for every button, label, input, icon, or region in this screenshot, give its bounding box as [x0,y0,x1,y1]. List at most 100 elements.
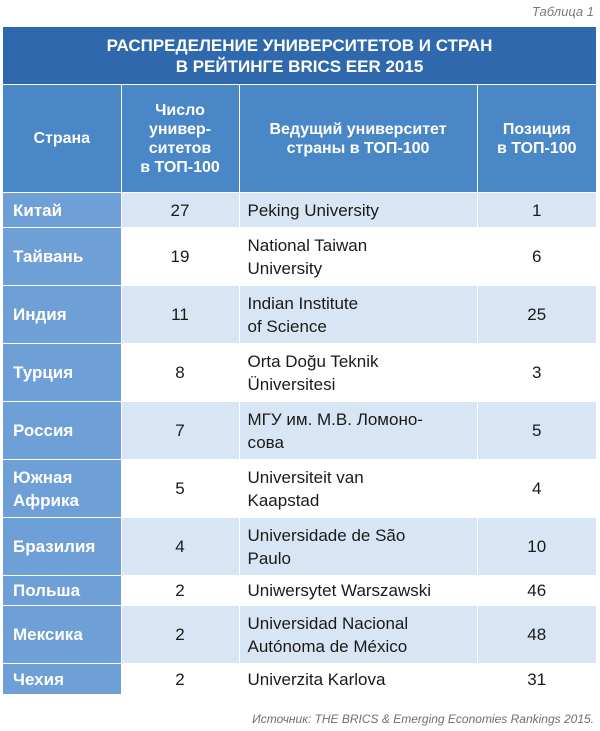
table-row: Тайвань 19 National Taiwan University 6 [3,227,596,286]
table-row: Индия 11 Indian Institute of Science 25 [3,285,596,344]
country-cell: Турция [3,343,122,402]
cell-line: Orta Doğu Teknik [247,351,379,371]
leading-university-cell: Indian Institute of Science [239,285,478,344]
position-cell: 6 [477,227,596,286]
country-cell: Бразилия [3,517,122,576]
country-cell: Чехия [3,663,122,695]
cell-line: Peking University [247,200,379,220]
leading-university-cell: Orta Doğu Teknik Üniversitesi [238,343,478,402]
cell-line: University [247,258,323,278]
table-row: Южная Африка 5 Universiteit van Kaapstad 4 [3,459,596,518]
cell-line: Мексика [13,625,83,644]
cell-line: Üniversitesi [247,374,336,394]
country-cell: Польша [3,575,122,606]
cell-line: Univerzita Karlova [247,669,386,689]
cell-line: Universidade de São [247,525,406,545]
cell-line: МГУ им. М.В. Ломоно- [247,409,423,429]
header-row: Страна Число универ- ситетов в ТОП-100 В… [3,85,596,193]
leading-university-cell: Universidade de São Paulo [239,517,478,576]
header-line: универ- [148,120,212,138]
header-count: Число универ- ситетов в ТОП-100 [121,85,240,193]
table-row: Китай 27 Peking University 1 [3,192,596,228]
position-cell: 1 [477,192,596,228]
university-count-cell: 19 [121,227,240,286]
country-cell: Тайвань [3,227,122,286]
source-note: Источник: THE BRICS & Emerging Economies… [252,712,594,726]
cell-line: Польша [13,581,81,600]
header-country-label: Страна [33,130,91,147]
country-cell: Мексика [3,605,122,664]
table-caption-label: Таблица 1 [531,4,594,19]
table-body: Китай 27 Peking University 1 Тайвань 19 Nation… [3,192,596,695]
header-line: ситетов [148,139,212,157]
cell-line: Uniwersytet Warszawski [247,581,432,600]
leading-university-cell: Universidad Nacional Autónoma de México [239,605,478,664]
cell-line: Африка [13,490,79,510]
cell-line: Турция [13,363,74,382]
header-line: в ТОП-100 [140,158,220,176]
table-title-line: В РЕЙТИНГЕ BRICS EER 2015 [175,57,424,76]
leading-university-cell: Univerzita Karlova [238,663,478,695]
cell-line: Индия [13,305,67,324]
cell-line: Indian Institute [247,293,359,313]
cell-line: Universidad Nacional [247,613,409,633]
cell-line: сова [247,432,284,452]
country-cell: Южная Африка [3,459,122,518]
table-row: Бразилия 4 Universidade de São Paulo 10 [3,517,596,576]
position-cell: 31 [477,663,596,695]
university-count-cell: 2 [121,663,240,695]
cell-line: Autónoma de México [247,636,408,656]
header-line: Позиция [502,120,571,138]
position-cell: 5 [477,401,596,460]
header-line: страны в ТОП-100 [286,139,430,157]
cell-line: Kaapstad [247,490,320,510]
ranking-table: РАСПРЕДЕЛЕНИЕ УНИВЕРСИТЕТОВ И СТРАН В РЕ… [3,27,596,695]
university-count-cell: 4 [121,517,240,576]
leading-university-cell: МГУ им. М.В. Ломоно-сова [239,401,478,460]
cell-line: of Science [247,316,327,336]
leading-university-cell: Uniwersytet Warszawski [238,575,478,606]
position-cell: 4 [477,459,596,518]
table-row: Мексика 2 Universidad Nacional Autónoma de … [3,605,596,664]
table-row: Турция 8 Orta Doğu Teknik Üniversitesi 3 [3,343,596,402]
header-position: Позиция в ТОП-100 [477,85,596,193]
university-count-cell: 27 [121,192,240,228]
cell-line: Universiteit van [247,467,364,487]
table-row: Россия 7 МГУ им. М.В. Ломоно-сова 5 [3,401,596,460]
cell-line: Южная [13,467,73,487]
header-line: Число [155,101,205,119]
header-line: в ТОП-100 [496,139,577,157]
cell-line: Россия [13,421,74,440]
university-count-cell: 2 [121,605,240,664]
leading-university-cell: Peking University [239,192,478,228]
header-line: Ведущий университет [269,120,447,138]
table-title: РАСПРЕДЕЛЕНИЕ УНИВЕРСИТЕТОВ И СТРАН В РЕ… [3,27,596,85]
position-cell: 10 [477,517,596,576]
country-cell: Индия [3,285,122,344]
country-cell: Китай [3,192,122,228]
leading-university-cell: National Taiwan University [238,227,478,286]
leading-university-cell: Universiteit van Kaapstad [238,459,478,518]
position-cell: 48 [477,605,596,664]
header-country: Страна [3,85,122,193]
cell-line: National Taiwan [247,235,368,255]
position-cell: 25 [477,285,596,344]
header-leading-university: Ведущий университет страны в ТОП-100 [239,85,478,193]
university-count-cell: 2 [121,575,240,606]
cell-line: Китай [13,200,63,220]
table-row: Чехия 2 Univerzita Karlova 31 [3,663,596,695]
country-cell: Россия [3,401,122,460]
university-count-cell: 11 [121,285,240,344]
university-count-cell: 8 [121,343,240,402]
university-count-cell: 7 [121,401,240,460]
position-cell: 3 [477,343,596,402]
university-count-cell: 5 [121,459,240,518]
cell-line: Бразилия [13,537,96,556]
table-title-line: РАСПРЕДЕЛЕНИЕ УНИВЕРСИТЕТОВ И СТРАН [106,36,493,55]
ranking-grid: Страна Число универ- ситетов в ТОП-100 В… [3,85,596,695]
position-cell: 46 [477,575,596,606]
cell-line: Чехия [13,669,64,689]
cell-line: Paulo [247,548,291,568]
table-row: Польша 2 Uniwersytet Warszawski 46 [3,575,596,606]
cell-line: Тайвань [13,247,84,266]
